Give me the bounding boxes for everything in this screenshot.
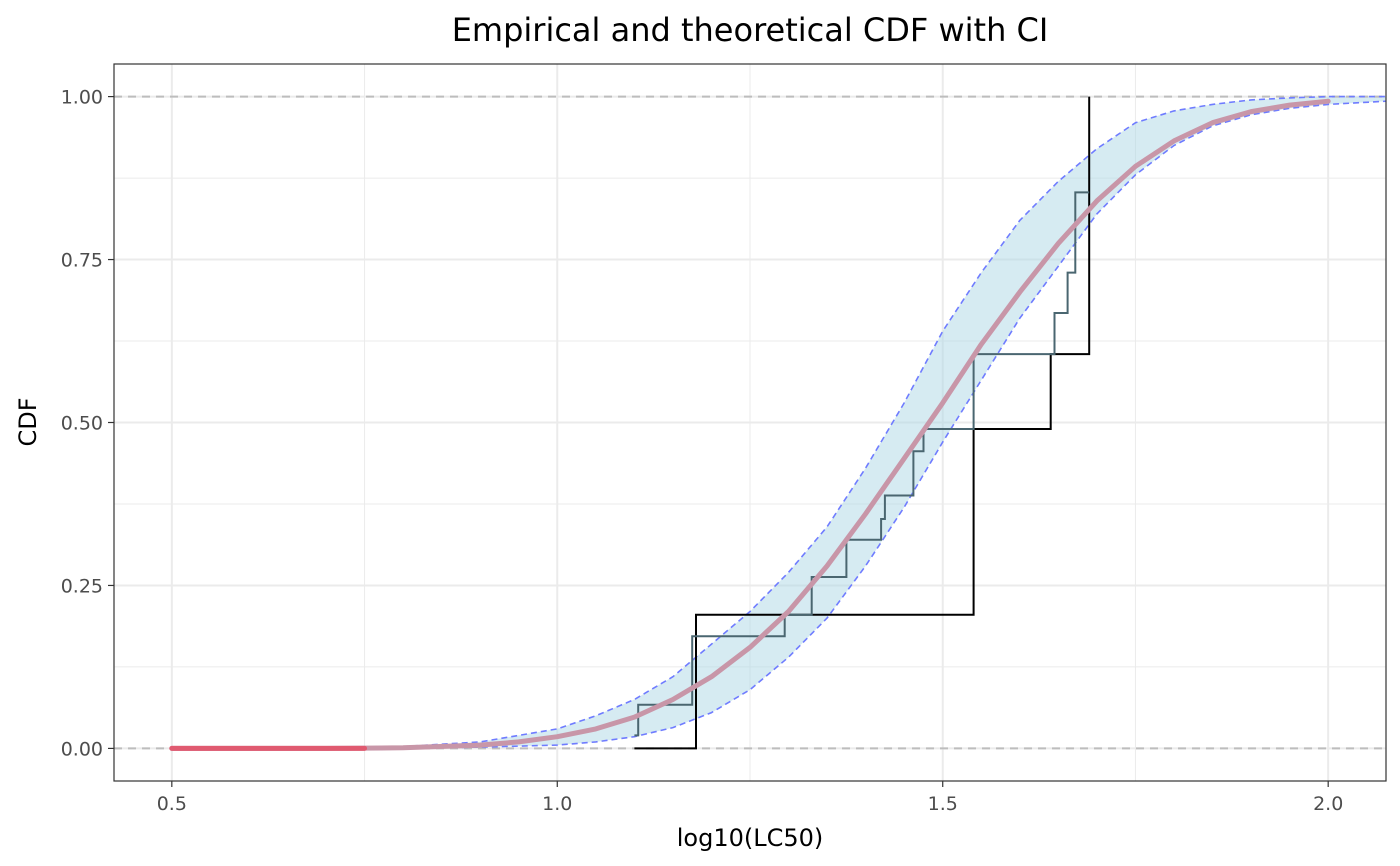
axis-ticks: 0.5 1.0 1.5 2.0 0.00 0.25 0.50 0.75 1.00 [61, 87, 1344, 815]
y-tick-label: 0.50 [61, 413, 103, 435]
y-tick-label: 0.00 [61, 738, 103, 760]
x-tick-label: 2.0 [1313, 793, 1343, 815]
y-tick-label: 0.25 [61, 575, 103, 597]
y-axis-title: CDF [14, 397, 42, 446]
theoretical-cdf-line [169, 98, 1331, 751]
x-axis-title: log10(LC50) [677, 824, 824, 852]
ci-lower-bound [171, 100, 1386, 750]
chart-title: Empirical and theoretical CDF with CI [452, 11, 1049, 49]
ci-upper-bound [171, 95, 1386, 750]
x-tick-label: 1.5 [928, 793, 958, 815]
x-tick-label: 1.0 [542, 793, 572, 815]
series-layer [114, 95, 1386, 751]
empirical-fit-step [634, 191, 1090, 737]
y-tick-label: 0.75 [61, 250, 103, 272]
y-tick-label: 1.00 [61, 87, 103, 109]
x-tick-label: 0.5 [157, 793, 187, 815]
